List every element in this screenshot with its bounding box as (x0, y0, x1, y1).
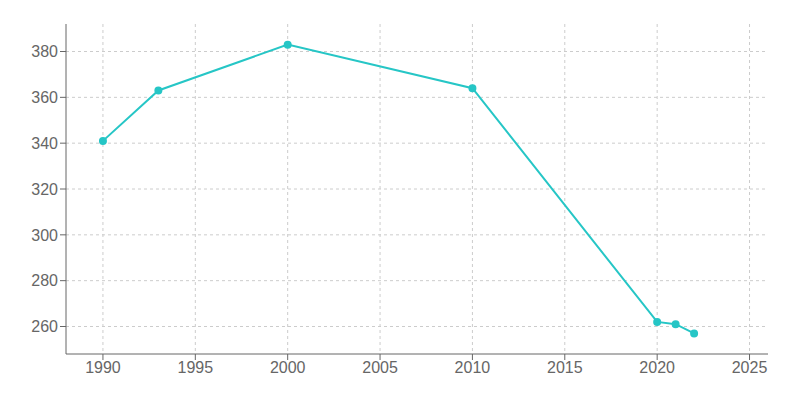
svg-text:320: 320 (31, 181, 58, 198)
svg-text:2010: 2010 (455, 359, 491, 376)
svg-text:340: 340 (31, 135, 58, 152)
svg-text:1990: 1990 (85, 359, 121, 376)
svg-text:2000: 2000 (270, 359, 306, 376)
svg-text:2025: 2025 (732, 359, 768, 376)
svg-text:2015: 2015 (547, 359, 583, 376)
svg-text:300: 300 (31, 227, 58, 244)
svg-text:360: 360 (31, 89, 58, 106)
svg-text:2005: 2005 (362, 359, 398, 376)
svg-text:380: 380 (31, 43, 58, 60)
svg-text:1995: 1995 (178, 359, 214, 376)
svg-text:2020: 2020 (639, 359, 675, 376)
svg-text:280: 280 (31, 272, 58, 289)
svg-text:260: 260 (31, 318, 58, 335)
